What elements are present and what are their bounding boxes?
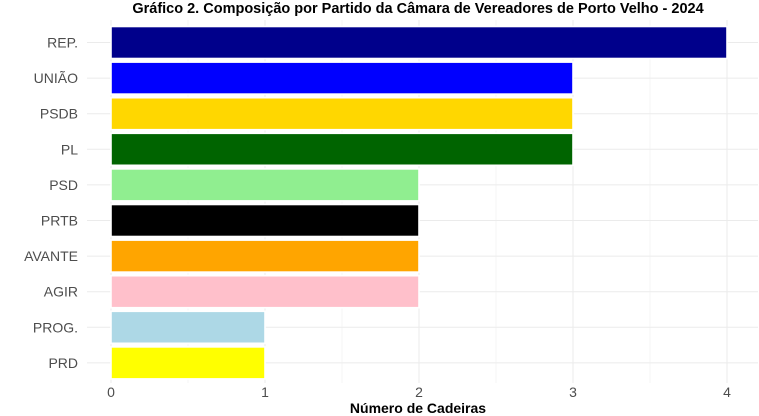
x-tick-label: 3 bbox=[569, 384, 577, 400]
x-tick-label: 0 bbox=[107, 384, 115, 400]
bar-agir bbox=[110, 274, 420, 309]
x-tick-label: 4 bbox=[723, 384, 731, 400]
bar-psdb bbox=[110, 96, 574, 131]
bar-uni-o bbox=[110, 61, 574, 95]
y-tick-label: AGIR bbox=[44, 284, 78, 300]
y-tick-label: PRTB bbox=[41, 213, 78, 229]
bar-pl bbox=[110, 132, 574, 167]
x-axis-ticks: 0 1 2 3 4 bbox=[107, 384, 731, 400]
x-tick-label: 2 bbox=[415, 384, 423, 400]
y-tick-label: AVANTE bbox=[24, 248, 78, 264]
y-tick-label: PL bbox=[61, 141, 78, 157]
bar-prd bbox=[110, 346, 266, 380]
bar-avante bbox=[110, 239, 420, 273]
y-tick-label: PRD bbox=[48, 355, 78, 371]
y-tick-label: PSD bbox=[49, 177, 78, 193]
y-tick-label: PSDB bbox=[40, 106, 78, 122]
bars bbox=[110, 25, 728, 380]
y-tick-label: UNIÃO bbox=[34, 70, 78, 86]
bar-prog bbox=[110, 310, 266, 345]
x-axis-label: Número de Cadeiras bbox=[350, 400, 486, 416]
y-tick-label: PROG. bbox=[33, 319, 78, 335]
y-axis-labels: REP. UNIÃO PSDB PL PSD PRTB AVANTE AGIR PROG. PRD bbox=[24, 35, 78, 371]
x-tick-label: 1 bbox=[261, 384, 269, 400]
bar-rep bbox=[110, 25, 728, 60]
bar-prtb bbox=[110, 203, 420, 238]
y-tick-label: REP. bbox=[47, 35, 78, 51]
chart-title: Gráfico 2. Composição por Partido da Câm… bbox=[132, 1, 703, 17]
bar-psd bbox=[110, 168, 420, 202]
